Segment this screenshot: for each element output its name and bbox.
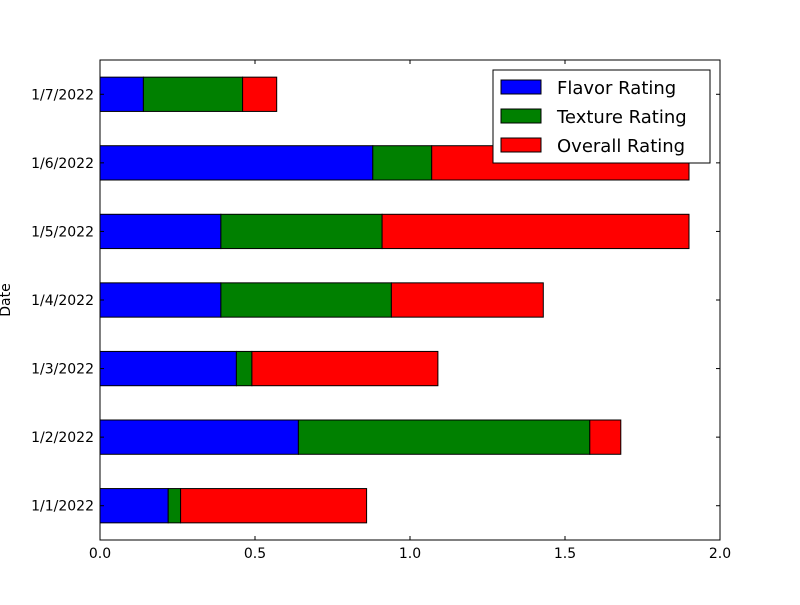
y-tick-label: 1/5/2022 bbox=[31, 224, 94, 240]
x-tick-label: 2.0 bbox=[709, 546, 731, 562]
y-tick-label: 1/4/2022 bbox=[31, 293, 94, 309]
legend-swatch bbox=[500, 79, 542, 95]
bar-segment-flavor-rating-1 bbox=[99, 488, 169, 524]
bar-segment-overall-rating-7 bbox=[242, 76, 278, 112]
bar-segment-texture-rating-3 bbox=[235, 350, 253, 387]
bar-segment-overall-rating-2 bbox=[589, 419, 622, 455]
x-tick-label: 0.5 bbox=[244, 546, 266, 562]
bar-segment-overall-rating-1 bbox=[180, 488, 368, 524]
bar-segment-texture-rating-6 bbox=[372, 145, 433, 181]
bar-segment-texture-rating-7 bbox=[142, 76, 244, 112]
bar-segment-flavor-rating-2 bbox=[99, 419, 299, 455]
y-tick-label: 1/1/2022 bbox=[31, 499, 94, 515]
bar-segment-texture-rating-4 bbox=[220, 282, 392, 318]
bar-segment-flavor-rating-7 bbox=[99, 76, 144, 112]
legend-label: Flavor Rating bbox=[557, 78, 676, 99]
legend-label: Overall Rating bbox=[557, 136, 685, 157]
bar-segment-texture-rating-5 bbox=[220, 213, 383, 250]
bar-segment-flavor-rating-3 bbox=[99, 350, 237, 387]
y-tick-label: 1/7/2022 bbox=[31, 87, 94, 103]
bar-segment-flavor-rating-5 bbox=[99, 213, 222, 250]
bar-segment-overall-rating-3 bbox=[251, 350, 439, 387]
legend-label: Texture Rating bbox=[556, 107, 687, 128]
x-tick-label: 1.5 bbox=[554, 546, 576, 562]
bar-segment-texture-rating-1 bbox=[167, 488, 182, 524]
bar-segment-flavor-rating-6 bbox=[99, 145, 374, 181]
legend-swatch bbox=[500, 108, 542, 124]
bar-segment-overall-rating-4 bbox=[390, 282, 544, 318]
x-tick-label: 1.0 bbox=[399, 546, 421, 562]
bar-segment-flavor-rating-4 bbox=[99, 282, 222, 318]
y-axis-label: Date bbox=[0, 283, 14, 316]
y-tick-label: 1/6/2022 bbox=[31, 156, 94, 172]
x-tick-label: 0.0 bbox=[89, 546, 111, 562]
y-tick-label: 1/3/2022 bbox=[31, 362, 94, 378]
ticks-layer: 1/1/2022 1/2/2022 1/3/2022 1/4/2022 1/5/2022… bbox=[31, 60, 731, 562]
bar-segment-texture-rating-2 bbox=[297, 419, 591, 455]
y-tick-label: 1/2/2022 bbox=[31, 430, 94, 446]
bars-layer bbox=[99, 76, 690, 524]
bar-segment-overall-rating-5 bbox=[381, 213, 690, 250]
legend-swatch bbox=[500, 137, 542, 153]
legend: Flavor Rating Texture Rating Overall Ratin… bbox=[492, 69, 711, 164]
